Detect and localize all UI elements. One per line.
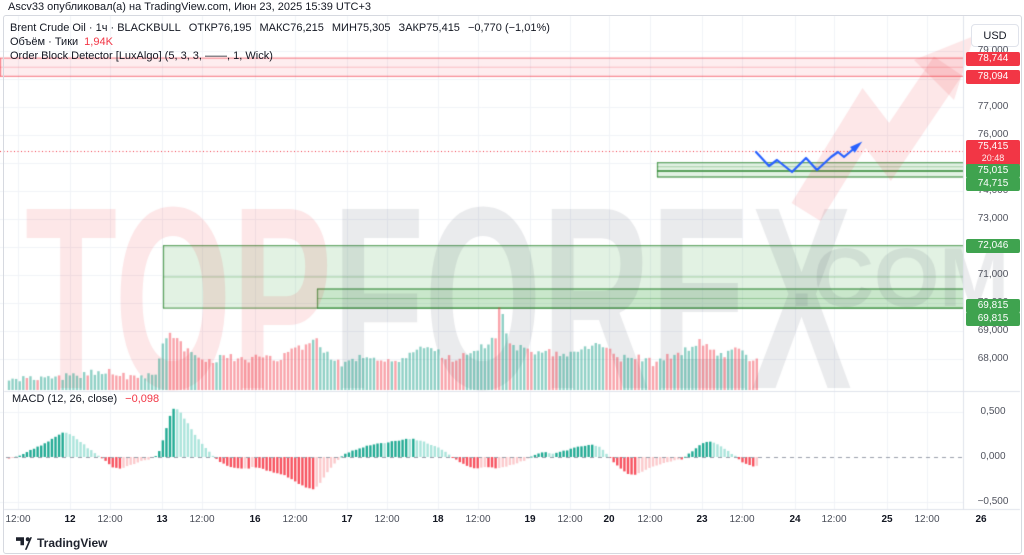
ohlc-value: 76,195 [217,22,252,34]
macd-tick-label: 0,000 [980,451,1006,462]
macd-tick-label: 0,500 [980,406,1006,417]
macd-title: MACD (12, 26, close) [12,393,118,405]
ohlc-values: ОТКР76,195 МАКС76,215 МИН75,305 ЗАКР75,415 [189,22,468,34]
macd-legend-row[interactable]: MACD (12, 26, close) −0,098 [12,393,159,405]
price-label-badge: 74,715 [966,177,1020,191]
price-label-badge: 78,744 [966,52,1020,66]
price-label-badge: 69,815 [966,312,1020,326]
time-tick-label: 12:00 [374,514,400,525]
time-tick-label: 12:00 [637,514,663,525]
change-value: −0,770 (−1,01%) [467,22,550,34]
ohlc-value: 76,215 [290,22,324,34]
macd-tick-label: −0,500 [977,496,1009,507]
ohlc-value: 75,415 [426,22,460,34]
time-tick-label: 12:00 [821,514,847,525]
price-tick-label: 68,000 [977,353,1009,364]
time-tick-label: 20 [603,514,615,525]
ohlc-label: МИН [331,22,357,34]
bar-countdown: 20:48 [981,153,1005,163]
ohlc-label: ОТКР [188,22,218,34]
time-tick-label: 12:00 [5,514,31,525]
macd-value: −0,098 [125,393,160,405]
time-tick-label: 12:00 [557,514,583,525]
price-label-badge: 72,046 [966,239,1020,253]
time-tick-label: 18 [432,514,444,525]
ohlc-item: ОТКР76,195 [189,22,252,34]
time-tick-label: 12 [64,514,76,525]
time-tick-label: 24 [789,514,801,525]
price-label-badge: 75,415 20:48 [966,140,1020,166]
currency-toggle-button[interactable]: USD [971,24,1019,47]
price-tick-label: 76,000 [977,129,1009,140]
time-tick-label: 12:00 [729,514,755,525]
time-tick-label: 12:00 [97,514,123,525]
tradingview-logo[interactable]: TradingView [16,536,107,550]
time-tick-label: 12:00 [189,514,215,525]
volume-value: 1,94K [84,36,113,48]
time-tick-label: 19 [524,514,536,525]
price-label-badge: 75,015 [966,164,1020,178]
indicator-label: Order Block Detector [LuxAlgo] (5, 3, 3,… [10,50,273,62]
attribution-text: Ascv33 опубликовал(а) на TradingView.com… [8,1,372,13]
time-tick-label: 23 [696,514,708,525]
ohlc-item: МАКС76,215 [259,22,323,34]
ohlc-value: 75,305 [356,22,391,34]
price-tick-label: 69,000 [977,325,1009,336]
price-tick-label: 77,000 [977,101,1009,112]
ohlc-item: МИН75,305 [332,22,391,34]
time-tick-label: 26 [975,514,987,525]
time-tick-label: 12:00 [282,514,308,525]
time-tick-label: 13 [156,514,168,525]
price-tick-label: 73,000 [977,213,1009,224]
legend-indicator-row[interactable]: Order Block Detector [LuxAlgo] (5, 3, 3,… [10,49,550,63]
price-tick-label: 79,000 [977,45,1009,56]
volume-label: Объём · Тики [10,36,79,48]
tradingview-logo-icon [16,536,32,550]
ohlc-label: ЗАКР [398,22,427,34]
time-tick-label: 12:00 [914,514,940,525]
ohlc-label: МАКС [259,22,291,34]
legend-volume-row[interactable]: Объём · Тики 1,94K [10,35,550,49]
price-tick-label: 71,000 [977,269,1009,280]
time-tick-label: 12:00 [465,514,491,525]
time-tick-label: 25 [881,514,893,525]
price-label-badge: 69,815 [966,299,1020,313]
tradingview-logo-text: TradingView [37,536,108,550]
time-tick-label: 17 [341,514,353,525]
time-tick-label: 16 [249,514,261,525]
ohlc-item: ЗАКР75,415 [399,22,460,34]
chart-legend: Brent Crude Oil · 1ч · BLACKBULL ОТКР76,1… [10,21,550,63]
symbol-title: Brent Crude Oil · 1ч · BLACKBULL [10,22,181,34]
legend-symbol-row[interactable]: Brent Crude Oil · 1ч · BLACKBULL ОТКР76,1… [10,21,550,35]
price-label-badge: 78,094 [966,70,1020,84]
